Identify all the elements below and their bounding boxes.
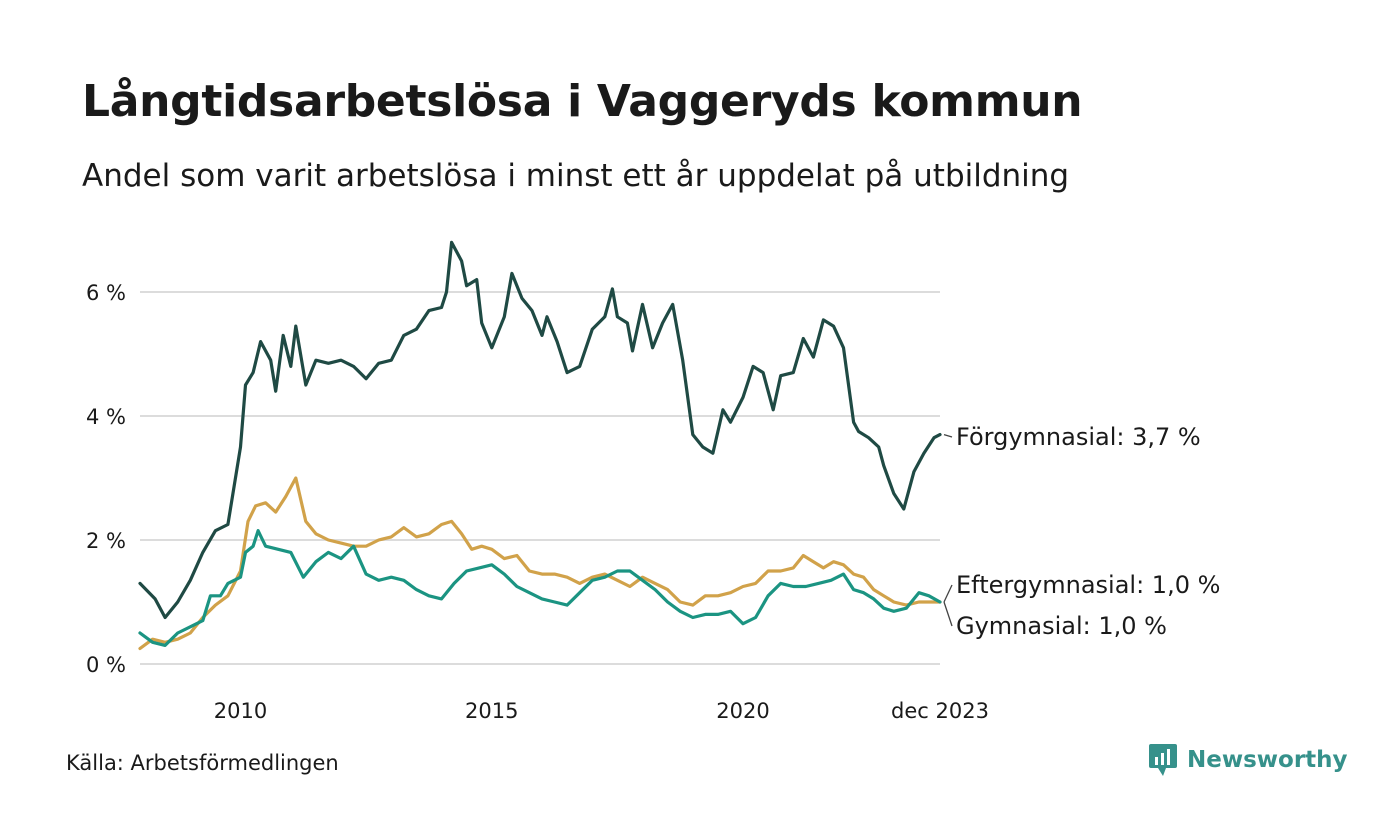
label-leader-line xyxy=(943,601,953,627)
series-end-label: Förgymnasial: 3,7 % xyxy=(956,423,1201,451)
series-line xyxy=(138,529,942,647)
y-tick-label: 4 % xyxy=(86,405,126,429)
y-tick-label: 0 % xyxy=(86,653,126,677)
series-end-label: Gymnasial: 1,0 % xyxy=(956,612,1167,640)
chart-title: Långtidsarbetslösa i Vaggeryds kommun xyxy=(82,76,1083,127)
x-tick-label: 2015 xyxy=(465,699,518,723)
series-end-label: Eftergymnasial: 1,0 % xyxy=(956,571,1220,599)
series-line xyxy=(138,240,942,620)
x-tick-label: 2010 xyxy=(214,699,267,723)
y-tick-label: 2 % xyxy=(86,529,126,553)
brand-logo: Newsworthy xyxy=(1148,742,1348,778)
chart-subtitle: Andel som varit arbetslösa i minst ett å… xyxy=(82,158,1070,194)
label-leader-line xyxy=(943,433,953,438)
label-leader-line xyxy=(943,584,953,603)
x-tick-label: dec 2023 xyxy=(891,699,989,723)
brand-name: Newsworthy xyxy=(1187,747,1348,773)
x-tick-label: 2020 xyxy=(716,699,769,723)
source-note: Källa: Arbetsförmedlingen xyxy=(66,751,339,775)
series-line xyxy=(138,476,942,651)
y-tick-label: 6 % xyxy=(86,281,126,305)
newsworthy-logo-icon xyxy=(1149,744,1177,776)
